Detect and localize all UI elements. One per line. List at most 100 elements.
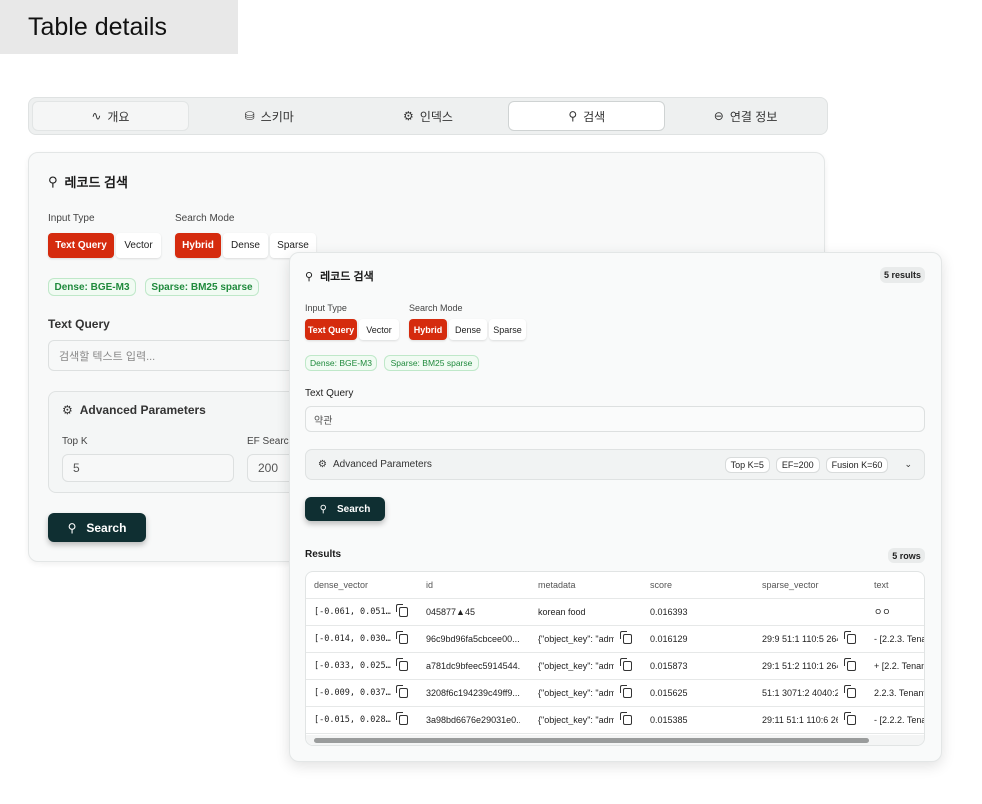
table-row[interactable]: [-0.061, 0.051… 045877▲45 korean food 0.016… [306,598,924,626]
vector-option[interactable]: Vector [116,233,161,258]
copy-icon[interactable] [396,630,408,644]
advanced-parameters-toggle[interactable]: ⚙ Advanced Parameters Top K=5 EF=200 Fusi… [305,449,925,480]
hybrid-option[interactable]: Hybrid [175,233,221,258]
copy-icon[interactable] [844,657,856,671]
cell-text: [-0.015, 0.028… [314,714,391,725]
table-cell: 0.016393 [642,598,754,626]
cell-text: - [2.2.2. Tenant [874,714,924,725]
copy-icon[interactable] [620,630,632,644]
search-icon: ⚲ [48,173,58,189]
top-k-chip: Top K=5 [724,456,770,473]
search-label: Search [86,520,127,535]
dense-option[interactable]: Dense [449,319,487,340]
table-cell: 29:11 51:1 110:6 264: [754,706,866,734]
text-query-option[interactable]: Text Query [305,319,357,340]
top-k-input[interactable]: 5 [62,454,234,482]
gear-icon: ⚙ [403,109,414,123]
search-mode-toggle: Hybrid Dense Sparse [409,319,526,340]
search-icon: ⚲ [568,109,578,123]
table-cell: 3a98bd6676e29031e0... [418,706,530,734]
table-cell: 0.015625 [642,679,754,707]
input-type-label: Input Type [305,303,347,313]
table-cell: [-0.009, 0.037… [306,679,418,707]
copy-icon[interactable] [396,603,408,617]
table-row[interactable]: [-0.009, 0.037… 3208f6c194239c49ff9... {"o… [306,679,925,707]
horizontal-scrollbar[interactable] [306,735,924,745]
cell-text: {"object_key": "adm [538,714,614,725]
cell-text: 2.2.3. Tenant [874,687,925,698]
table-cell: {"object_key": "adm [530,652,642,680]
table-cell: 2.2.3. Tenant [866,679,925,707]
vector-option[interactable]: Vector [359,319,399,340]
tab-label: 인덱스 [419,109,453,124]
tab-index[interactable]: ⚙ 인덱스 [350,101,507,131]
cell-text: - [2.2.3. Tenant [874,633,924,644]
text-query-label: Text Query [48,317,110,331]
table-cell: ㅇㅇ [866,598,924,626]
copy-icon[interactable] [620,657,632,671]
copy-icon[interactable] [844,630,856,644]
column-header[interactable]: score [642,572,754,599]
chevron-down-icon: ⌄ [904,459,912,469]
cell-text: 045877▲45 [426,606,475,617]
table-cell: {"object_key": "adm [530,625,642,653]
hybrid-option[interactable]: Hybrid [409,319,447,340]
column-header[interactable]: sparse_vector [754,572,866,599]
advanced-parameters-toggle[interactable]: ⚙ Advanced Parameters [62,403,206,417]
table-cell: [-0.014, 0.030… [306,625,418,653]
cell-text: a781dc9bfeec5914544... [426,660,520,671]
search-icon: ⚲ [319,503,327,515]
column-header[interactable]: dense_vector [306,572,418,599]
cell-text: 29:11 51:1 110:6 264: [762,714,838,725]
table-row[interactable]: [-0.015, 0.028… 3a98bd6676e29031e0... {"ob… [306,706,924,734]
copy-icon[interactable] [396,711,408,725]
search-mode-label: Search Mode [175,213,235,224]
tab-schema[interactable]: ⛁ 스키마 [191,101,348,131]
copy-icon[interactable] [620,684,632,698]
copy-icon[interactable] [844,684,856,698]
advanced-title: Advanced Parameters [79,403,206,417]
rows-count-badge: 5 rows [888,548,925,563]
scrollbar-thumb[interactable] [314,738,869,743]
table-cell: {"object_key": "adm [530,706,642,734]
input-type-label: Input Type [48,213,95,224]
copy-icon[interactable] [396,684,408,698]
table-row[interactable]: [-0.014, 0.030… 96c9bd96fa5cbcee00... {"ob… [306,625,924,653]
column-header[interactable]: metadata [530,572,642,599]
text-query-input[interactable]: 약관 [305,406,925,432]
copy-icon[interactable] [396,657,408,671]
column-header[interactable]: id [418,572,530,599]
text-query-option[interactable]: Text Query [48,233,114,258]
copy-icon[interactable] [844,711,856,725]
search-button[interactable]: ⚲ Search [48,513,146,542]
table-cell: 045877▲45 [418,598,530,626]
cell-text: + [2.2. Tenant [874,660,925,671]
cell-text: [-0.009, 0.037… [314,687,391,698]
search-button[interactable]: ⚲ Search [305,497,385,521]
gear-icon: ⚙ [62,403,73,417]
copy-icon[interactable] [620,711,632,725]
table-cell: 0.016129 [642,625,754,653]
text-query-label: Text Query [305,388,354,399]
search-mode-label: Search Mode [409,303,463,313]
cell-text: 51:1 3071:2 4040:2 [762,687,838,698]
sparse-model-badge: Sparse: BM25 sparse [145,278,259,296]
table-row[interactable]: [-0.033, 0.025… a781dc9bfeec5914544... {"o… [306,652,925,680]
dense-option[interactable]: Dense [223,233,268,258]
tab-connection[interactable]: ⊖ 연결 정보 [667,101,824,131]
search-icon: ⚲ [67,520,77,535]
tab-bar: ∿ 개요 ⛁ 스키마 ⚙ 인덱스 ⚲ 검색 ⊖ 연결 정보 [28,97,828,135]
tab-overview[interactable]: ∿ 개요 [32,101,189,131]
tab-search[interactable]: ⚲ 검색 [508,101,666,131]
text-query-input[interactable]: 검색할 텍스트 입력... [48,340,308,371]
cell-text: {"object_key": "adm [538,687,614,698]
caption: Table details [0,0,238,54]
sparse-option[interactable]: Sparse [489,319,526,340]
cell-text: [-0.061, 0.051… [314,606,391,617]
advanced-title: Advanced Parameters [332,459,432,470]
ef-search-input[interactable]: 200 [247,454,297,482]
column-header[interactable]: text [866,572,924,599]
table-cell: 0.015873 [642,652,754,680]
cell-text: [-0.033, 0.025… [314,660,391,671]
table-cell: [-0.015, 0.028… [306,706,418,734]
